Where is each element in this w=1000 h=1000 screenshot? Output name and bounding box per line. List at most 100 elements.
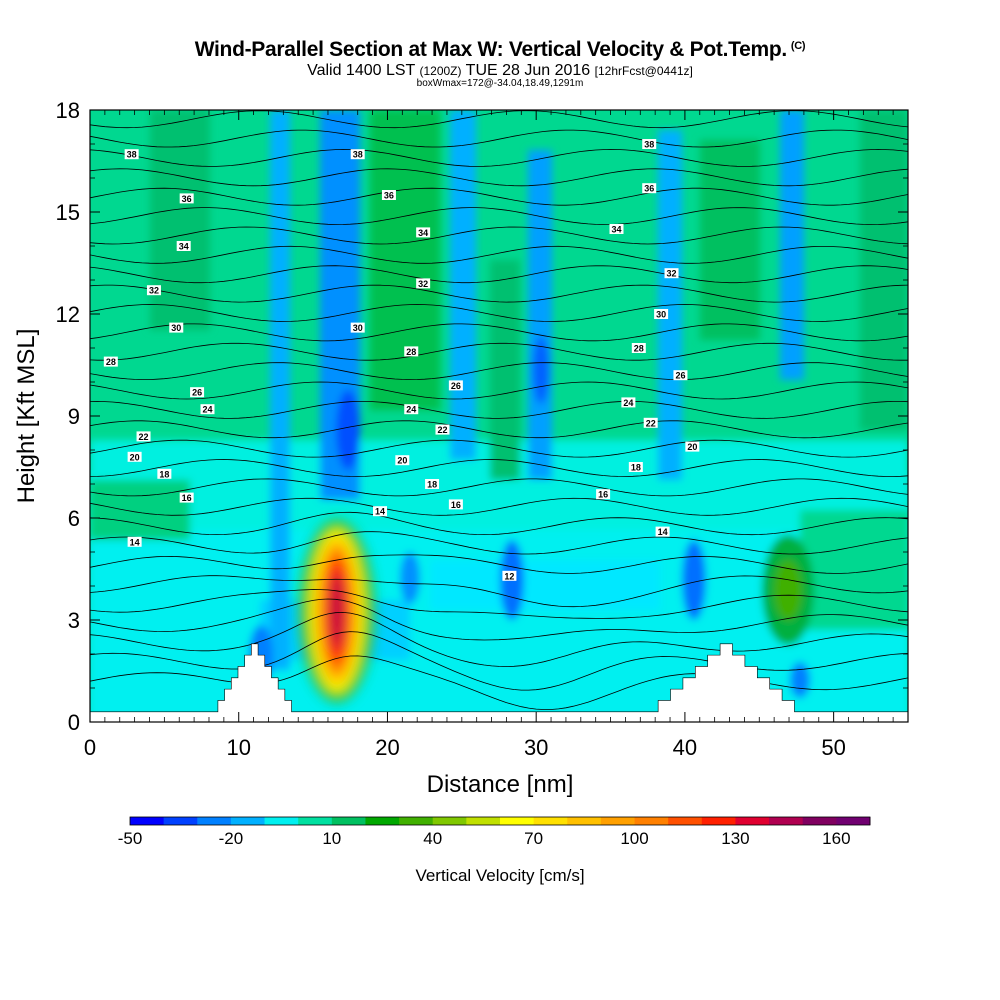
- theta-label: 16: [179, 492, 194, 503]
- x-tick-label: 40: [673, 735, 697, 760]
- theta-line: [90, 129, 908, 148]
- svg-text:24: 24: [202, 405, 212, 415]
- theta-line: [90, 110, 908, 129]
- colorbar-swatch: [365, 817, 400, 825]
- svg-text:38: 38: [353, 150, 363, 160]
- colorbar-swatch: [331, 817, 366, 825]
- theta-label: 28: [404, 346, 419, 357]
- downdraft-band-4: [528, 150, 552, 480]
- svg-text:38: 38: [127, 150, 137, 160]
- theta-line: [90, 226, 908, 245]
- svg-text:32: 32: [418, 279, 428, 289]
- svg-text:36: 36: [644, 184, 654, 194]
- updraft-secondary-core: [774, 560, 802, 620]
- theta-label: 38: [642, 139, 657, 150]
- x-axis: 0 10 20 30 40 50: [84, 110, 846, 760]
- colorbar-swatch: [130, 817, 165, 825]
- theta-line: [90, 245, 908, 264]
- colorbar-tick-label: 10: [322, 829, 341, 848]
- colorbar-swatch: [600, 817, 636, 825]
- theta-line: [90, 304, 908, 322]
- svg-text:30: 30: [656, 310, 666, 320]
- theta-label: 12: [502, 570, 517, 581]
- theta-label: 24: [621, 397, 636, 408]
- svg-text:22: 22: [646, 418, 656, 428]
- theta-line: [90, 531, 908, 555]
- theta-line: [90, 265, 908, 284]
- svg-text:12: 12: [504, 571, 514, 581]
- colorbar-swatch: [668, 817, 703, 825]
- right-green-patch: [800, 510, 908, 630]
- svg-text:14: 14: [375, 507, 385, 517]
- colorbar-swatch: [298, 817, 333, 825]
- y-tick-label: 9: [68, 404, 80, 429]
- theta-label: 34: [416, 227, 431, 238]
- colorbar-swatch: [466, 817, 501, 825]
- x-tick-label: 30: [524, 735, 548, 760]
- theta-label: 14: [373, 506, 388, 517]
- colorbar-swatch: [567, 817, 602, 825]
- svg-text:18: 18: [427, 480, 437, 490]
- svg-text:30: 30: [353, 323, 363, 333]
- theta-line: [90, 187, 908, 206]
- colorbar-tick-label: 100: [620, 829, 648, 848]
- theta-line: [90, 589, 908, 619]
- svg-text:34: 34: [179, 242, 189, 252]
- left-green-patch: [90, 480, 190, 540]
- theta-label: 34: [609, 224, 624, 235]
- x-axis-label: Distance [nm]: [427, 771, 574, 798]
- theta-label: 36: [381, 190, 396, 201]
- downdraft-core-1: [400, 552, 420, 604]
- svg-text:16: 16: [598, 490, 608, 500]
- theta-line: [90, 148, 908, 167]
- svg-text:38: 38: [644, 140, 654, 150]
- updraft-plume: [298, 519, 375, 703]
- svg-text:14: 14: [658, 527, 668, 537]
- chart-title: Wind-Parallel Section at Max W: Vertical…: [194, 38, 806, 61]
- colorbar-swatch: [500, 817, 535, 825]
- updraft-band-5: [860, 110, 908, 430]
- theta-label: 34: [176, 241, 191, 252]
- x-tick-label: 50: [821, 735, 845, 760]
- theta-label: 26: [673, 370, 688, 381]
- downdraft-band-1: [270, 110, 290, 670]
- downdraft-core-7: [790, 662, 810, 698]
- theta-label: 18: [157, 468, 172, 479]
- y-tick-label: 6: [68, 506, 80, 531]
- svg-text:34: 34: [418, 228, 428, 238]
- theta-line: [90, 342, 908, 361]
- colorbar-label: Vertical Velocity [cm/s]: [415, 866, 584, 885]
- chart-box-info: boxWmax=172@-34.04,18.49,1291m: [416, 78, 584, 89]
- theta-line: [90, 497, 908, 516]
- theta-label: 30: [350, 322, 365, 333]
- svg-text:20: 20: [130, 452, 140, 462]
- theta-label: 38: [350, 149, 365, 160]
- colorbar-swatch: [769, 817, 804, 825]
- updraft-band-3: [150, 110, 210, 330]
- colorbar-frame: [129, 816, 871, 826]
- theta-line: [90, 381, 908, 400]
- theta-label: 18: [628, 462, 643, 473]
- colorbar-swatch: [264, 817, 299, 825]
- theta-line: [90, 400, 908, 419]
- theta-label: 32: [416, 278, 431, 289]
- theta-line: [90, 207, 908, 226]
- colorbar-tick-label: 130: [721, 829, 749, 848]
- theta-label: 24: [404, 404, 419, 415]
- svg-text:16: 16: [182, 493, 192, 503]
- svg-text:18: 18: [159, 469, 169, 479]
- colorbar-tick-label: -20: [219, 829, 244, 848]
- updraft-band-2: [700, 140, 760, 340]
- colorbar-swatch: [163, 817, 198, 825]
- lower-light-blue-2: [430, 560, 660, 610]
- theta-line: [90, 554, 908, 574]
- y-tick-label: 15: [56, 200, 80, 225]
- svg-text:16: 16: [451, 500, 461, 510]
- svg-text:20: 20: [687, 442, 697, 452]
- svg-text:36: 36: [384, 191, 394, 201]
- svg-text:34: 34: [611, 225, 621, 235]
- colorbar-tick-label: -50: [118, 829, 143, 848]
